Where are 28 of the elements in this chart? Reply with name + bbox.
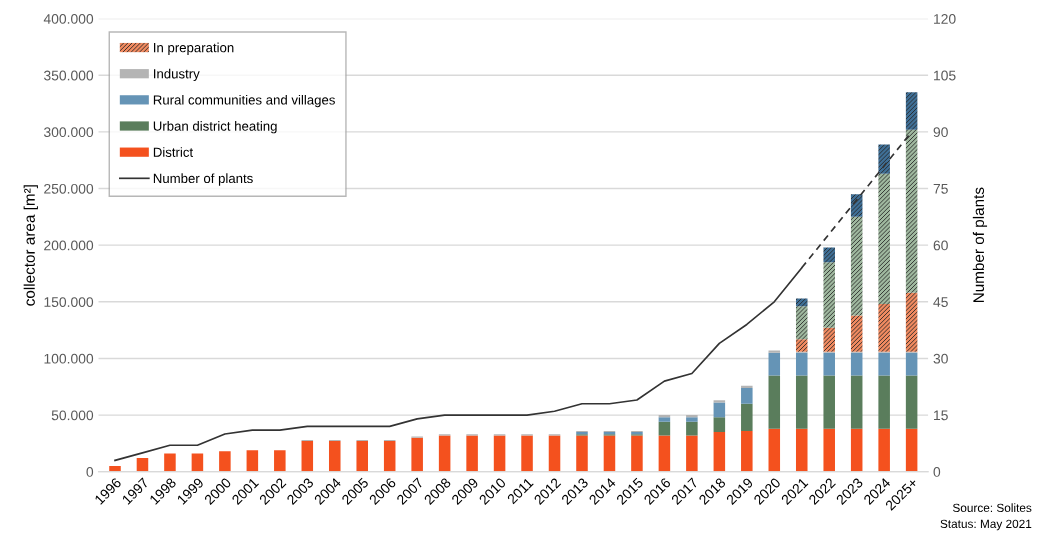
source-note: Source: Solites	[952, 503, 1032, 513]
legend-label: District	[153, 147, 194, 157]
y2-tick-label: 15	[934, 410, 948, 421]
legend-label: Number of plants	[153, 173, 253, 186]
y-tick-label: 250.000	[44, 183, 94, 194]
y2-tick-label: 90	[933, 127, 948, 138]
legend-label: In preparation	[154, 42, 234, 55]
y-tick-label: 300.000	[43, 127, 94, 138]
text: Status: May 2021	[940, 519, 1032, 531]
y-tick-label: 0	[86, 467, 94, 477]
y-tick-label: 150.000	[44, 297, 94, 307]
y2-tick-label: 0	[933, 467, 941, 477]
y-axis-title: collector area [m²]	[23, 185, 38, 306]
legend-label: Industry	[154, 68, 200, 82]
y-tick-label: 350.000	[43, 70, 94, 81]
legend-label: Rural communities and villages	[153, 94, 335, 108]
y-tick-label: 200.000	[44, 240, 94, 251]
y2-tick-label: 30	[933, 353, 948, 364]
y-tick-label: 50.000	[51, 410, 94, 421]
y2-axis-title: Number of plants	[972, 187, 988, 303]
legend-label: Urban district heating	[153, 121, 277, 134]
y2-tick-label: 45	[933, 297, 948, 307]
y2-tick-label: 120	[934, 13, 956, 24]
y2-tick-label: 75	[933, 184, 948, 194]
y2-tick-label: 105	[934, 70, 956, 81]
y-tick-label: 100.000	[44, 353, 94, 364]
y2-tick-label: 60	[933, 240, 948, 251]
y-tick-label: 400.000	[43, 13, 94, 24]
